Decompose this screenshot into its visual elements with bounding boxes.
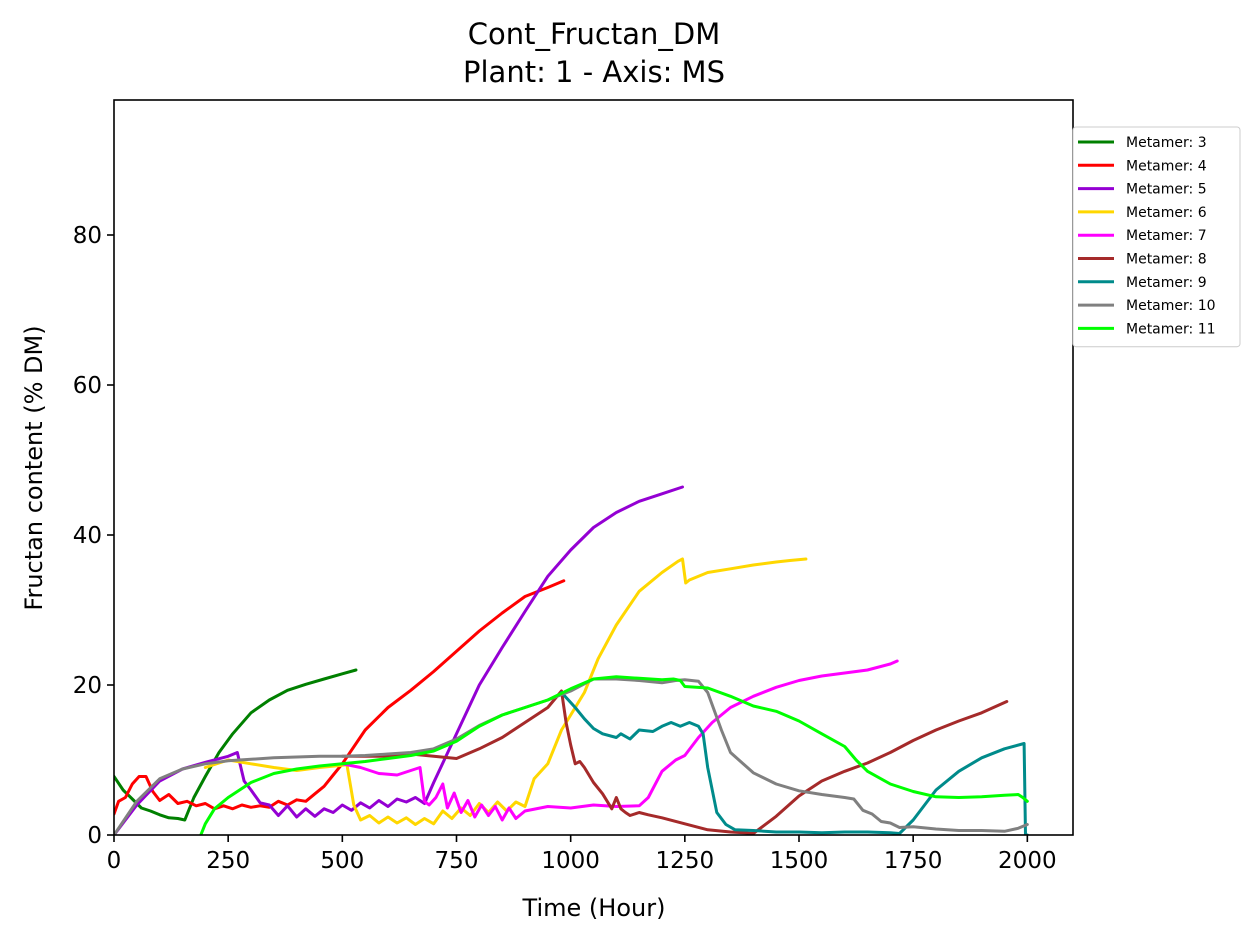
- series-line-metamer-3: [114, 668, 358, 822]
- x-tick-label: 750: [435, 848, 479, 874]
- data-series-group: [114, 485, 1029, 835]
- x-tick-label: 1500: [770, 848, 829, 874]
- plot-frame: [113, 99, 1074, 836]
- legend-entry-label: Metamer: 6: [1126, 205, 1207, 221]
- legend-entry-label: Metamer: 7: [1126, 228, 1207, 244]
- x-tick-label: 1250: [656, 848, 715, 874]
- y-tick-label: 0: [87, 823, 102, 849]
- series-line-metamer-7: [340, 659, 899, 822]
- y-axis-label: Fructan content (% DM): [20, 325, 48, 610]
- x-tick-label: 2000: [998, 848, 1057, 874]
- legend-frame: [1072, 126, 1241, 348]
- legend-entry-label: Metamer: 3: [1126, 135, 1207, 151]
- legend: Metamer: 3 Metamer: 4 Metamer: 5 Metamer: 6…: [1072, 126, 1241, 348]
- x-tick-label: 1000: [541, 848, 600, 874]
- series-line-metamer-10: [114, 677, 1029, 835]
- x-tick-label: 250: [206, 848, 250, 874]
- x-axis-ticks: 0 250 500 750 1000 1250 1500 1750 2000: [107, 835, 1057, 874]
- x-axis-label: Time (Hour): [522, 894, 666, 922]
- series-line-metamer-4: [114, 579, 566, 816]
- series-line-metamer-8: [340, 689, 1009, 835]
- series-line-metamer-11: [199, 675, 1029, 835]
- legend-entry-label: Metamer: 8: [1126, 252, 1207, 268]
- legend-entry-label: Metamer: 11: [1126, 321, 1216, 337]
- legend-entry-label: Metamer: 9: [1126, 275, 1207, 291]
- y-tick-label: 40: [73, 523, 102, 549]
- chart-subtitle: Plant: 1 - Axis: MS: [463, 55, 725, 89]
- series-line-metamer-6: [203, 557, 808, 826]
- y-tick-label: 80: [73, 223, 102, 249]
- series-line-metamer-9: [560, 691, 1029, 835]
- y-axis-ticks: 0 20 40 60 80: [73, 223, 114, 849]
- legend-entry-label: Metamer: 10: [1126, 298, 1216, 314]
- x-tick-label: 0: [107, 848, 122, 874]
- x-tick-label: 1750: [884, 848, 943, 874]
- y-tick-label: 20: [73, 673, 102, 699]
- x-tick-label: 500: [320, 848, 364, 874]
- y-tick-label: 60: [73, 373, 102, 399]
- legend-entry-label: Metamer: 5: [1126, 182, 1207, 198]
- legend-entry-label: Metamer: 4: [1126, 158, 1207, 174]
- chart-title: Cont_Fructan_DM: [468, 17, 720, 51]
